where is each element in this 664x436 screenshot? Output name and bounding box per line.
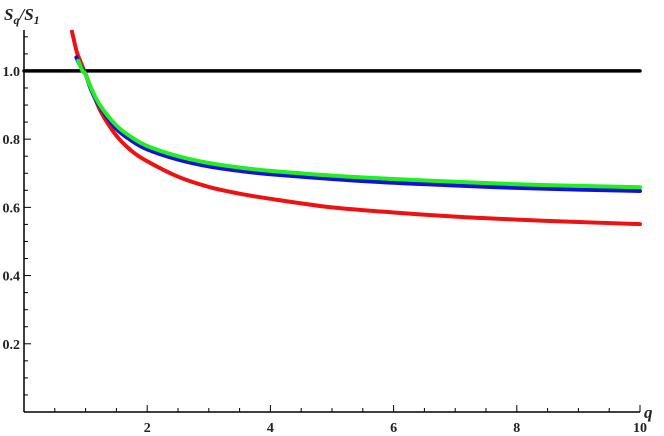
series-blue-line — [74, 55, 642, 193]
series-lines — [22, 29, 642, 227]
x-axis-ticks: 2 4 6 8 10 — [54, 405, 647, 436]
x-tick-label: 10 — [633, 421, 647, 436]
y-tick-label: 0.2 — [3, 338, 21, 353]
x-axis-label: q — [644, 403, 653, 422]
y-tick-label: 0.4 — [3, 270, 21, 285]
x-tick-label: 4 — [267, 421, 274, 436]
series-green-line — [76, 58, 642, 190]
x-tick-label: 6 — [390, 421, 397, 436]
y-tick-label: 1.0 — [3, 65, 21, 80]
y-axis-ticks: 0.2 0.4 0.6 0.8 1.0 — [3, 36, 31, 396]
series-red-line — [70, 29, 642, 227]
x-tick-label: 2 — [144, 421, 151, 436]
y-tick-label: 0.6 — [3, 201, 21, 216]
y-tick-label: 0.8 — [3, 133, 21, 148]
y-axis-label: Sq/S1 — [4, 5, 40, 27]
x-tick-label: 8 — [513, 421, 520, 436]
